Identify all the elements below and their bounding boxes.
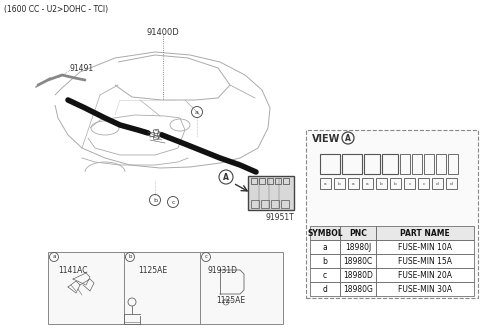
Text: a: a [323,242,327,252]
Bar [153,135,159,140]
Bar [376,240,474,254]
Bar [251,200,259,208]
Text: 1125AE: 1125AE [138,266,167,275]
Bar [364,154,380,174]
Text: b: b [394,181,397,185]
Bar [310,240,340,254]
Bar [340,254,376,268]
Text: b: b [380,181,383,185]
Bar [320,178,331,189]
Text: c: c [323,271,327,280]
Text: d: d [323,285,327,294]
Bar [432,178,443,189]
Text: c: c [408,181,411,185]
Text: FUSE-MIN 20A: FUSE-MIN 20A [398,271,452,280]
Bar [281,200,289,208]
Bar [376,254,474,268]
Bar [251,178,257,184]
Text: 91951T: 91951T [265,213,294,222]
Text: 18980J: 18980J [345,242,371,252]
Text: 91491: 91491 [70,63,94,72]
Text: 91400D: 91400D [146,28,180,37]
Bar [376,178,387,189]
Bar [48,252,283,324]
Text: a: a [195,110,199,115]
Text: PART NAME: PART NAME [400,228,450,237]
Bar [404,178,415,189]
Text: FUSE-MIN 10A: FUSE-MIN 10A [398,242,452,252]
Bar [340,282,376,296]
Bar [424,154,434,174]
Text: 18980D: 18980D [343,271,373,280]
Text: FUSE-MIN 15A: FUSE-MIN 15A [398,257,452,266]
Bar [348,178,359,189]
Bar [340,240,376,254]
Bar [153,129,159,134]
Text: d: d [450,181,453,185]
Text: FUSE-MIN 30A: FUSE-MIN 30A [398,285,452,294]
Bar [376,282,474,296]
Bar [376,226,474,240]
Text: d: d [436,181,439,185]
Bar [261,200,269,208]
Bar [340,226,376,240]
Bar [446,178,457,189]
Text: c: c [422,181,425,185]
Text: b: b [153,197,157,202]
Bar [267,178,273,184]
Bar [310,268,340,282]
Bar [400,154,410,174]
Bar [418,178,429,189]
Bar [157,132,163,137]
Bar [448,154,458,174]
Text: a: a [52,255,56,260]
Bar [390,178,401,189]
Bar [310,226,340,240]
Text: PNC: PNC [349,228,367,237]
Text: 18980C: 18980C [343,257,372,266]
Bar [412,154,422,174]
Text: a: a [366,181,369,185]
Bar [310,254,340,268]
Text: b: b [338,181,341,185]
Bar [376,268,474,282]
Text: b: b [128,255,132,260]
Bar [248,176,294,210]
Bar [320,154,340,174]
Bar [306,130,478,298]
Bar [362,178,373,189]
Text: 91931D: 91931D [208,266,238,275]
Text: 18980G: 18980G [343,285,373,294]
Bar [334,178,345,189]
Bar [340,268,376,282]
Text: c: c [204,255,207,260]
Bar [271,200,279,208]
Text: 1125AE: 1125AE [216,296,245,305]
Text: 1141AC: 1141AC [58,266,87,275]
Text: c: c [171,199,175,204]
Bar [149,132,155,137]
Bar [436,154,446,174]
Text: SYMBOL: SYMBOL [307,228,343,237]
Text: a: a [324,181,327,185]
Bar [342,154,362,174]
Text: A: A [223,172,229,181]
Bar [310,282,340,296]
Text: a: a [352,181,355,185]
Bar [382,154,398,174]
Bar [275,178,281,184]
Text: VIEW: VIEW [312,134,340,144]
Text: (1600 CC - U2>DOHC - TCI): (1600 CC - U2>DOHC - TCI) [4,5,108,14]
Bar [259,178,265,184]
Bar [283,178,289,184]
Text: b: b [323,257,327,266]
Text: A: A [345,134,351,143]
